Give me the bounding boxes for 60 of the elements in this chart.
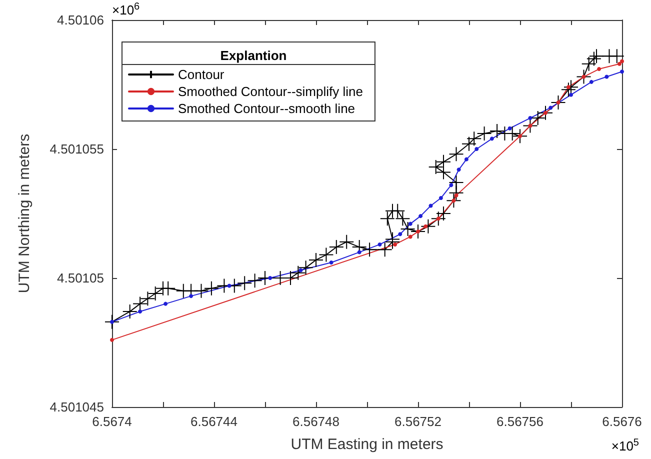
point (408, 222, 412, 226)
x-tick-label: 6.5674 (92, 414, 132, 429)
point (268, 276, 272, 280)
legend-title: Explantion (220, 48, 287, 63)
point (556, 100, 560, 105)
point (393, 242, 398, 246)
point (428, 204, 433, 208)
point (110, 338, 114, 342)
point (490, 136, 494, 141)
point (620, 59, 624, 64)
point (329, 260, 334, 265)
x-tick-label: 6.5676 (602, 414, 642, 429)
point (418, 214, 423, 218)
point (518, 134, 522, 138)
point (589, 80, 594, 84)
point (548, 106, 553, 110)
point (528, 116, 532, 120)
point (189, 294, 194, 298)
point (456, 168, 461, 172)
point (227, 284, 232, 288)
y-tick-label: 4.501045 (50, 400, 104, 414)
point (569, 92, 573, 97)
point (582, 74, 586, 79)
point (436, 216, 440, 221)
point (544, 110, 548, 115)
x-tick-label: 6.56748 (292, 414, 340, 429)
legend-label: Smoothed Contour--simplify line (178, 84, 363, 99)
point (438, 196, 443, 200)
point (566, 85, 570, 90)
point (378, 242, 382, 246)
point (164, 302, 168, 306)
legend-label: Contour (178, 67, 225, 82)
y-axis-title: UTM Northing in meters (16, 134, 33, 294)
y-tick-label: 4.501055 (50, 142, 104, 156)
point (474, 147, 479, 151)
point (110, 320, 114, 324)
point (508, 126, 512, 130)
point (604, 74, 609, 79)
y-tick-label: 4.50105 (57, 270, 104, 286)
legend-label: Smothed Contour--smooth line (178, 101, 356, 116)
point (398, 232, 402, 236)
x-tick-label: 6.56744 (190, 414, 238, 429)
point (357, 250, 362, 254)
point (449, 183, 454, 188)
point (617, 62, 622, 66)
x-tick-label: 6.56756 (496, 414, 544, 429)
x-tick-label: 6.56752 (394, 414, 442, 429)
point (138, 310, 142, 314)
point (464, 157, 468, 162)
y-tick-label: 4.50106 (57, 12, 104, 28)
point (424, 224, 428, 228)
point (416, 230, 420, 234)
point (597, 67, 602, 72)
point (298, 268, 303, 272)
point (528, 124, 532, 128)
point (452, 198, 456, 203)
point (454, 193, 458, 198)
point (408, 234, 412, 239)
x-axis-title: UTM Easting in meters (290, 436, 444, 453)
point (620, 70, 624, 74)
